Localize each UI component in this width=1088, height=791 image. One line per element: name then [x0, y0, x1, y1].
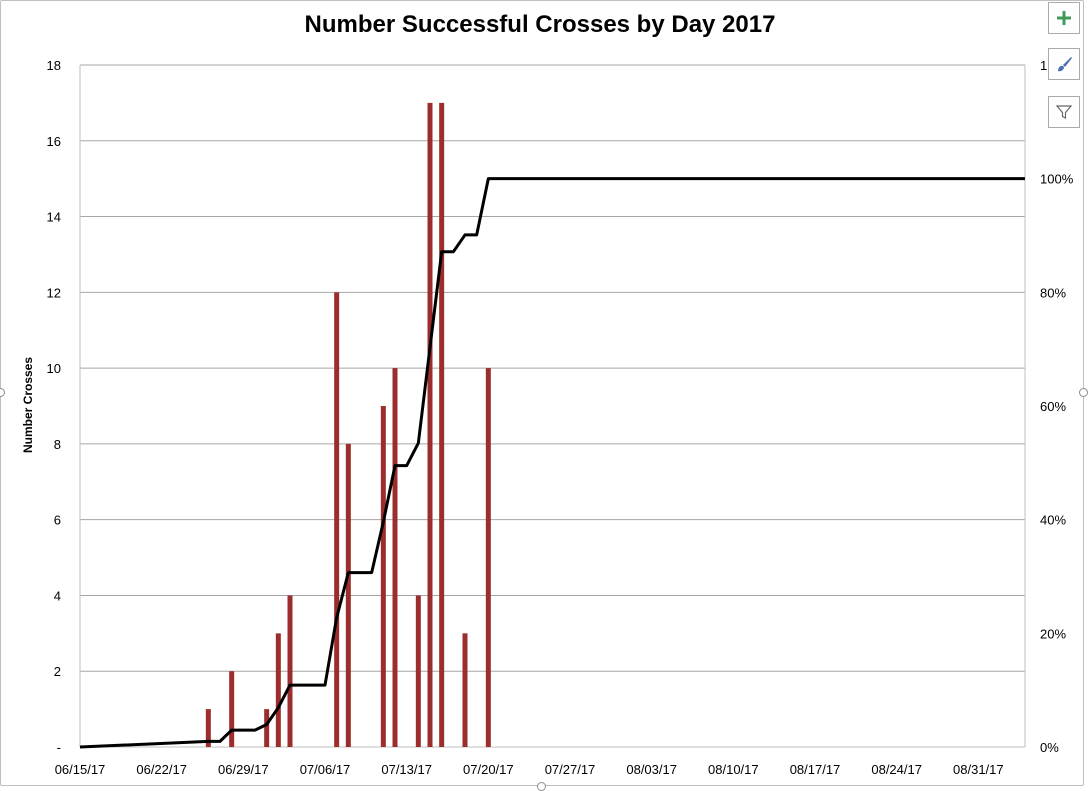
bar	[264, 709, 270, 747]
y-tick-label: 8	[54, 437, 61, 452]
chart-title: Number Successful Crosses by Day 2017	[305, 11, 776, 38]
y2-tick-label: 20%	[1040, 626, 1066, 641]
y-tick-label: 14	[47, 210, 61, 225]
x-tick-label: 08/10/17	[708, 762, 759, 777]
y2-tick-label: 80%	[1040, 285, 1066, 300]
y-tick-label: 4	[54, 588, 61, 603]
x-tick-label: 07/13/17	[381, 762, 432, 777]
x-tick-label: 06/29/17	[218, 762, 269, 777]
bar	[462, 633, 468, 747]
bar	[229, 671, 235, 747]
y2-tick-label: 0%	[1040, 740, 1059, 755]
y2-tick-label: 100%	[1040, 172, 1074, 187]
x-tick-label: 08/17/17	[790, 762, 841, 777]
gridlines	[79, 64, 1026, 748]
x-tick-label: 06/15/17	[55, 762, 106, 777]
bar	[275, 633, 281, 747]
y-tick-label: 18	[47, 58, 61, 73]
y-tick-label: 10	[47, 361, 61, 376]
bar	[334, 292, 340, 747]
x-tick-label: 08/31/17	[953, 762, 1004, 777]
y-tick-label: -	[57, 740, 61, 755]
y-tick-label: 6	[54, 513, 61, 528]
x-tick-label: 07/20/17	[463, 762, 514, 777]
x-tick-label: 07/06/17	[300, 762, 351, 777]
bar	[439, 102, 445, 747]
resize-handle-left[interactable]	[0, 388, 5, 397]
axes: - 2 4 6 8 10 12 14 16 18 0% 20% 40% 60% 80% 100% 1 06/15/…	[47, 58, 1074, 777]
bar	[415, 595, 421, 747]
cumulative-line	[79, 177, 1025, 749]
plus-icon	[1057, 11, 1071, 25]
chart-elements-button[interactable]	[1048, 2, 1080, 34]
paintbrush-icon	[1058, 57, 1072, 72]
bar	[287, 595, 293, 747]
y2-tick-label: 40%	[1040, 513, 1066, 528]
x-tick-label: 08/03/17	[626, 762, 677, 777]
x-tick-label: 08/24/17	[871, 762, 922, 777]
bar	[345, 443, 351, 747]
bar	[427, 102, 433, 747]
bar	[392, 368, 398, 747]
cumulative-line-series	[79, 177, 1025, 749]
x-tick-label: 07/27/17	[545, 762, 596, 777]
bar	[205, 709, 211, 747]
bar-series	[205, 102, 491, 747]
bar	[485, 368, 491, 747]
x-tick-label: 06/22/17	[136, 762, 187, 777]
resize-handle-right[interactable]	[1079, 388, 1088, 397]
y-tick-label: 16	[47, 134, 61, 149]
y-tick-label: 2	[54, 664, 61, 679]
y-axis-label: Number Crosses	[21, 357, 35, 453]
filter-icon	[1056, 105, 1072, 119]
y-tick-label: 12	[47, 285, 61, 300]
chart-styles-button[interactable]	[1048, 48, 1080, 80]
y2-tick-label-partial: 1	[1040, 58, 1047, 73]
y2-tick-label: 60%	[1040, 399, 1066, 414]
bar	[380, 406, 386, 747]
chart-filters-button[interactable]	[1048, 96, 1080, 128]
